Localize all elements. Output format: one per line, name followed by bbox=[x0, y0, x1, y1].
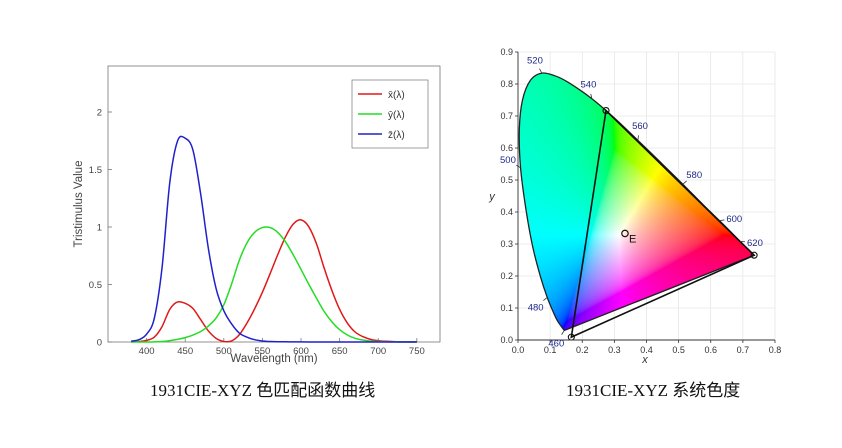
cie-xtick-label: 0.6 bbox=[704, 345, 717, 355]
cmf-series-x-bar bbox=[131, 219, 417, 343]
wavelength-tick bbox=[561, 330, 565, 335]
cmf-ytick-label: 1 bbox=[97, 223, 102, 234]
cie-xtick-label: 0.0 bbox=[512, 345, 525, 355]
cie-ytick-label: 0.9 bbox=[500, 47, 513, 57]
cmf-xtick-label: 450 bbox=[177, 346, 193, 357]
wavelength-label: 580 bbox=[686, 170, 702, 181]
wavelength-label: 460 bbox=[548, 339, 564, 350]
white-point-marker bbox=[621, 229, 629, 238]
cmf-xtick-label: 650 bbox=[332, 346, 348, 357]
left-caption: 1931CIE-XYZ 色匹配函数曲线 bbox=[150, 381, 376, 400]
cmf-ylabel: Tristimulus Value bbox=[73, 161, 85, 248]
cie-xtick-label: 0.7 bbox=[737, 345, 750, 355]
gamut-vertex bbox=[750, 251, 758, 259]
wavelength-label: 560 bbox=[632, 121, 648, 132]
cmf-xtick-label: 400 bbox=[139, 346, 155, 357]
cmf-xtick-label: 550 bbox=[254, 346, 270, 357]
wavelength-label: 520 bbox=[527, 55, 543, 66]
legend-entry-x: x̄(λ) bbox=[388, 90, 405, 101]
chromaticity-diagram: 0.0 0.1 0.2 0.3 0.4 0.5 0.6 0.7 0.8 0.0 0.1 0.2 0.3 0… bbox=[488, 47, 782, 366]
cie-xtick-label: 0.4 bbox=[640, 345, 653, 355]
cie-ytick-label: 0.3 bbox=[500, 239, 513, 249]
cmf-ytick-label: 1.5 bbox=[89, 165, 102, 176]
wavelength-label: 540 bbox=[581, 80, 597, 91]
cie-ytick-label: 0.6 bbox=[500, 143, 513, 153]
legend-entry-z: z̄(λ) bbox=[388, 130, 405, 141]
cie-xtick-label: 0.2 bbox=[576, 345, 589, 355]
wavelength-tick bbox=[682, 180, 687, 185]
legend-entry-y: ȳ(λ) bbox=[388, 110, 405, 121]
wavelength-tick bbox=[543, 297, 548, 301]
wavelength-tick bbox=[637, 135, 639, 141]
cmf-ytick-label: 2 bbox=[97, 108, 102, 119]
wavelength-tick bbox=[539, 68, 543, 74]
cie-xtick-label: 0.1 bbox=[544, 345, 557, 355]
cmf-xtick-label: 700 bbox=[370, 346, 386, 357]
cie-xtick-label: 0.8 bbox=[769, 345, 782, 355]
wavelength-tick bbox=[590, 93, 593, 99]
cie-ytick-label: 0.1 bbox=[500, 303, 513, 313]
cie-ytick-label: 0.7 bbox=[500, 111, 513, 121]
cmf-legend: x̄(λ) ȳ(λ) z̄(λ) bbox=[351, 79, 429, 149]
cie-ytick-label: 0.5 bbox=[500, 175, 513, 185]
wavelength-label: 600 bbox=[726, 214, 742, 225]
cmf-xlabel: Wavelength (nm) bbox=[230, 353, 317, 365]
cie-xtick-label: 0.3 bbox=[608, 345, 621, 355]
right-caption: 1931CIE-XYZ 系统色度 bbox=[566, 381, 741, 400]
cmf-series-z-bar bbox=[131, 135, 417, 343]
wavelength-label: 480 bbox=[528, 302, 544, 313]
cmf-ytick-label: 0.5 bbox=[89, 280, 102, 291]
gamut-vertex bbox=[602, 107, 610, 115]
cie-ytick-label: 0.0 bbox=[500, 335, 513, 345]
wavelength-label: 500 bbox=[500, 155, 516, 166]
white-point-label: E bbox=[629, 233, 636, 245]
wavelength-tick bbox=[719, 219, 725, 222]
wavelength-tick bbox=[516, 164, 521, 169]
wavelength-label: 620 bbox=[747, 238, 763, 249]
cmf-xtick-label: 750 bbox=[409, 346, 425, 357]
color-matching-chart: 400 450 500 550 600 650 700 750 0 0.5 1 1.5 2 Wavele… bbox=[73, 65, 441, 365]
cie-xlabel: x bbox=[641, 354, 648, 366]
cie-ytick-label: 0.8 bbox=[500, 79, 513, 89]
cmf-ytick-label: 0 bbox=[97, 338, 102, 349]
cie-xtick-label: 0.5 bbox=[672, 345, 685, 355]
gamut-triangle bbox=[570, 108, 756, 339]
cmf-xtick-label: 500 bbox=[216, 346, 232, 357]
cie-ylabel: y bbox=[488, 191, 496, 203]
cie-ytick-label: 0.4 bbox=[500, 207, 513, 217]
cmf-series-y-bar bbox=[131, 226, 417, 343]
cmf-xtick-label: 600 bbox=[293, 346, 309, 357]
cie-ytick-label: 0.2 bbox=[500, 271, 513, 281]
